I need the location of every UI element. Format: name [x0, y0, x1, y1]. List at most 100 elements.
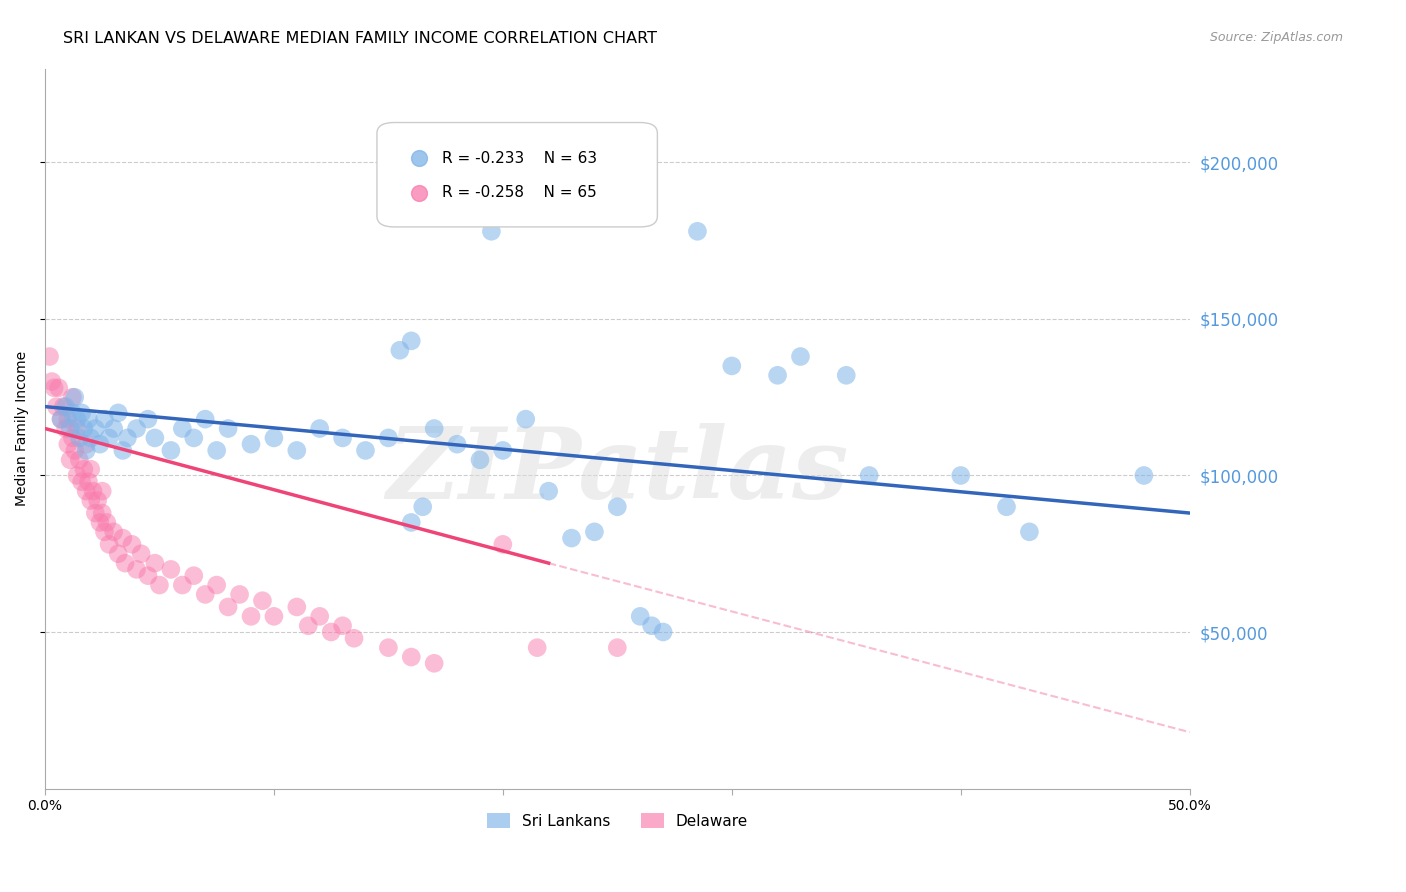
Point [401, 650, 423, 665]
Point [111, 531, 134, 545]
Point [70, 406, 93, 420]
Point [98, 537, 121, 551]
Point [183, 568, 205, 582]
Point [73, 421, 96, 435]
Legend: Sri Lankans, Delaware: Sri Lankans, Delaware [481, 806, 754, 835]
Point [640, 619, 662, 633]
Point [77, 475, 100, 489]
Point [468, 453, 491, 467]
Point [515, 412, 537, 426]
Point [89, 437, 111, 451]
Point [103, 524, 125, 539]
Point [67, 431, 90, 445]
Point [628, 609, 651, 624]
Point [125, 421, 148, 435]
Point [526, 640, 548, 655]
Point [228, 587, 250, 601]
Point [107, 547, 129, 561]
Point [172, 421, 194, 435]
Point [49, 412, 72, 426]
Point [949, 468, 972, 483]
Point [93, 524, 115, 539]
Point [537, 484, 560, 499]
Point [263, 609, 285, 624]
Point [401, 516, 423, 530]
Point [606, 640, 628, 655]
Point [583, 524, 606, 539]
Point [96, 516, 118, 530]
Point [782, 781, 804, 796]
Point [80, 493, 103, 508]
Point [1018, 524, 1040, 539]
Point [125, 562, 148, 576]
Point [107, 406, 129, 420]
Point [606, 500, 628, 514]
Point [66, 412, 89, 426]
Point [172, 578, 194, 592]
Text: Source: ZipAtlas.com: Source: ZipAtlas.com [1209, 31, 1343, 45]
Point [217, 599, 239, 614]
Point [789, 350, 811, 364]
Point [55, 421, 77, 435]
Point [93, 412, 115, 426]
Point [62, 390, 84, 404]
Point [52, 400, 75, 414]
Point [98, 431, 121, 445]
Point [117, 431, 139, 445]
Point [308, 609, 330, 624]
Point [91, 506, 114, 520]
Point [308, 421, 330, 435]
Point [45, 400, 67, 414]
Text: R = -0.258    N = 65: R = -0.258 N = 65 [441, 186, 598, 201]
Point [62, 406, 84, 420]
Point [59, 421, 82, 435]
Point [423, 421, 446, 435]
Point [858, 468, 880, 483]
Point [481, 224, 503, 238]
Point [103, 421, 125, 435]
Point [75, 437, 97, 451]
Point [41, 375, 63, 389]
Point [56, 412, 79, 426]
Point [129, 547, 152, 561]
Point [84, 421, 107, 435]
Point [686, 224, 709, 238]
Point [63, 390, 86, 404]
Point [332, 431, 354, 445]
Point [297, 619, 319, 633]
Point [401, 334, 423, 348]
Point [136, 412, 159, 426]
Point [194, 412, 217, 426]
Point [492, 443, 515, 458]
Point [1133, 468, 1156, 483]
Point [86, 493, 108, 508]
Point [321, 625, 343, 640]
Point [160, 562, 183, 576]
FancyBboxPatch shape [377, 122, 658, 227]
Point [343, 632, 366, 646]
Point [835, 368, 858, 383]
Point [77, 412, 100, 426]
Point [377, 431, 399, 445]
Point [782, 781, 804, 796]
Y-axis label: Median Family Income: Median Family Income [15, 351, 30, 506]
Point [183, 431, 205, 445]
Text: SRI LANKAN VS DELAWARE MEDIAN FAMILY INCOME CORRELATION CHART: SRI LANKAN VS DELAWARE MEDIAN FAMILY INC… [63, 31, 657, 46]
Point [121, 537, 143, 551]
Point [720, 359, 742, 373]
Point [136, 568, 159, 582]
Point [148, 578, 170, 592]
Point [766, 368, 789, 383]
Text: ZIPatlas: ZIPatlas [387, 424, 848, 520]
Point [80, 462, 103, 476]
Point [75, 443, 97, 458]
Point [80, 431, 103, 445]
Point [240, 609, 263, 624]
Point [114, 556, 136, 570]
Point [111, 443, 134, 458]
Point [84, 506, 107, 520]
Point [143, 431, 166, 445]
Point [66, 421, 89, 435]
Point [73, 462, 96, 476]
Point [49, 412, 72, 426]
